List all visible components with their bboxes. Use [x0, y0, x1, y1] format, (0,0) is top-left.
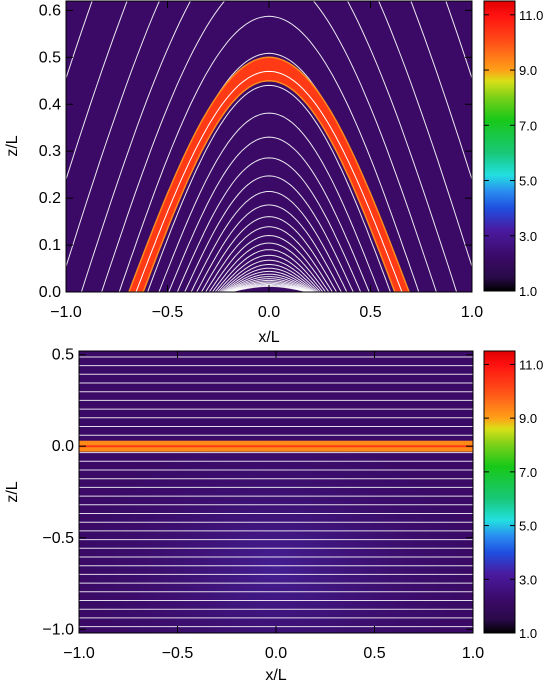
y-tick-label: −1.0	[42, 621, 74, 638]
panel-bottom: −1.0 −0.5 0.0 0.5 1.0 0.5 0.0 −0.5 −1.0 x/L z/L…	[4, 347, 543, 684]
colorbar-tick-label: 3.0	[519, 572, 537, 587]
y-tick-label: 0.5	[39, 49, 61, 66]
x-tick-label: 1.0	[461, 304, 483, 321]
field-line	[101, 1, 437, 292]
x-tick-label: 1.0	[462, 645, 484, 662]
colorbar-tick-label: 3.0	[519, 229, 537, 244]
field-line	[228, 281, 310, 292]
x-tick-label: 0.5	[359, 304, 381, 321]
colorbar-tick-label: 9.0	[519, 63, 537, 78]
x-tick-label: −1.0	[63, 645, 95, 662]
colorbar-tick-label: 7.0	[519, 465, 537, 480]
x-axis-label: x/L	[265, 667, 286, 684]
field-line	[219, 259, 319, 292]
field-line	[211, 242, 327, 292]
y-tick-label: 0.5	[52, 347, 74, 364]
y-tick-label: 0.0	[52, 438, 74, 455]
colorbar-tick-label: 11.0	[519, 8, 543, 23]
y-axis-ticks: 0.0 0.1 0.2 0.3 0.4 0.5 0.6	[39, 2, 472, 301]
y-axis-ticks: 0.5 0.0 −0.5 −1.0	[42, 347, 473, 638]
colorbar-tick-label: 1.0	[519, 284, 537, 299]
field-line	[217, 254, 321, 292]
field-lines	[79, 356, 473, 628]
y-axis-label: z/L	[4, 481, 21, 502]
y-tick-label: 0.3	[39, 143, 61, 160]
field-line	[214, 249, 324, 292]
colorbar-top: 11.0 9.0 7.0 5.0 3.0 1.0	[483, 0, 543, 299]
y-tick-label: −0.5	[42, 530, 74, 547]
field-line	[196, 204, 342, 292]
field-line	[184, 175, 354, 292]
field-line	[229, 284, 309, 292]
flux-tube	[128, 56, 410, 292]
field-line	[158, 112, 380, 292]
colorbar-tick-label: 5.0	[519, 174, 537, 189]
y-tick-label: 0.6	[39, 2, 61, 19]
colorbar-tick-label: 9.0	[519, 411, 537, 426]
x-tick-label: 0.5	[363, 645, 385, 662]
field-line	[227, 279, 311, 292]
field-line	[80, 1, 458, 292]
field-line	[66, 1, 472, 182]
field-line	[225, 276, 313, 292]
panel-top: −1.0 −0.5 0.0 0.5 1.0 0.00.10.20.30.40.50.6 …	[4, 0, 543, 346]
x-tick-label: 0.0	[265, 645, 287, 662]
field-line	[176, 157, 362, 292]
colorbar-ticks: 11.0 9.0 7.0 5.0 3.0 1.0	[484, 8, 543, 299]
x-tick-label: −1.0	[50, 304, 82, 321]
field-line	[224, 273, 314, 292]
field-line	[190, 191, 348, 292]
field-line	[66, 1, 472, 269]
x-axis-ticks: −1.0 −0.5 0.0 0.5 1.0	[50, 1, 483, 321]
colorbar-strip	[483, 0, 516, 292]
field-line	[201, 216, 337, 292]
field-line	[168, 136, 370, 292]
field-line	[66, 1, 472, 80]
y-tick-label: 0.0	[39, 284, 61, 301]
x-axis-label: x/L	[258, 329, 279, 346]
colorbar-ticks: 11.0 9.0 7.0 5.0 3.0 1.0	[484, 357, 543, 641]
colorbar-strip	[483, 350, 516, 634]
field-line	[222, 267, 316, 292]
colorbar-tick-label: 7.0	[519, 118, 537, 133]
x-tick-label: −0.5	[152, 304, 184, 321]
colorbar-tick-label: 5.0	[519, 519, 537, 534]
x-tick-label: −0.5	[162, 645, 194, 662]
field-line	[220, 264, 318, 292]
field-line	[205, 226, 333, 292]
field-line	[228, 282, 310, 292]
field-line	[208, 234, 330, 292]
flux-tube-core	[135, 70, 403, 292]
plot-background	[66, 1, 472, 292]
field-line	[147, 84, 391, 292]
y-axis-label: z/L	[4, 135, 21, 156]
colorbar-tick-label: 11.0	[519, 357, 543, 372]
x-tick-label: 0.0	[258, 304, 280, 321]
field-line	[223, 270, 315, 292]
x-axis-ticks: −1.0 −0.5 0.0 0.5 1.0	[63, 351, 484, 662]
colorbar-tick-label: 1.0	[519, 626, 537, 641]
y-tick-label: 0.4	[39, 96, 61, 113]
y-tick-label: 0.1	[39, 237, 61, 254]
y-tick-label: 0.2	[39, 190, 61, 207]
colorbar-bottom: 11.0 9.0 7.0 5.0 3.0 1.0	[483, 350, 543, 641]
field-line	[226, 278, 312, 292]
field-line	[118, 15, 420, 292]
